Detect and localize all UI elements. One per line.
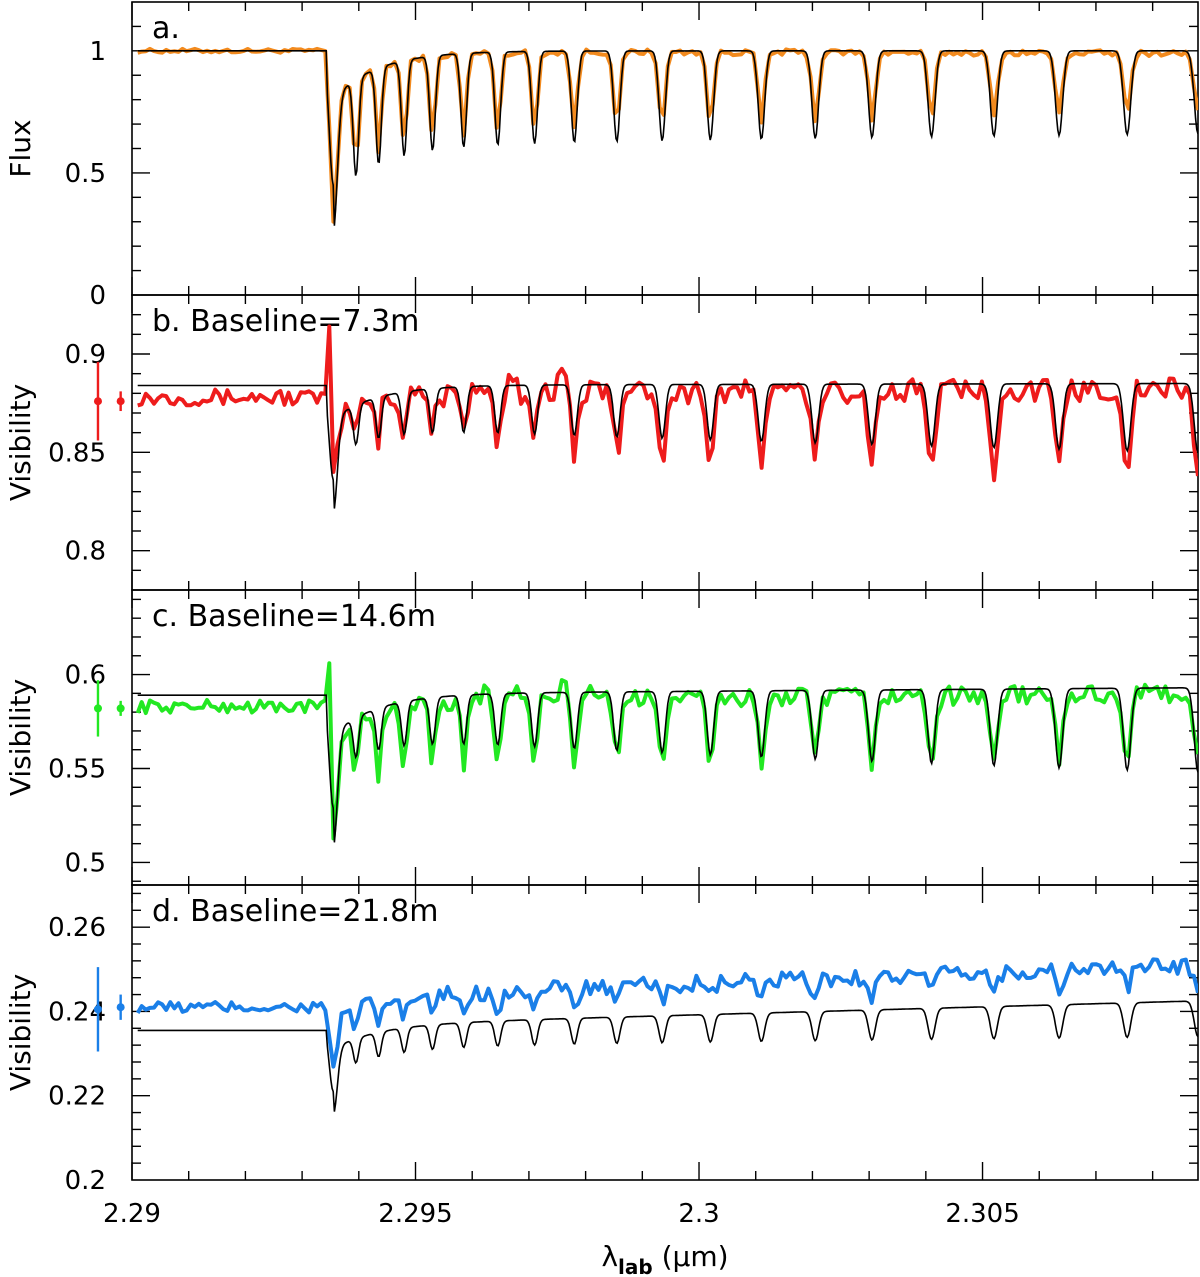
xtick-label: 2.305 — [945, 1199, 1019, 1229]
xtick-label: 2.3 — [678, 1199, 719, 1229]
ytick-label: 0.8 — [65, 537, 106, 567]
observed-series-line — [137, 324, 1198, 483]
panel-d-frame — [131, 884, 1199, 1181]
y-axis-title: Visibility — [4, 679, 37, 796]
ytick-label: 0.55 — [48, 755, 106, 785]
model-series-line — [137, 687, 1198, 843]
observed-series-line — [135, 661, 1198, 841]
ytick-label: 0 — [89, 281, 106, 311]
y-axis-title: Visibility — [4, 974, 37, 1091]
ytick-label: 0.9 — [65, 340, 106, 370]
ytick-label: 0.5 — [65, 848, 106, 878]
model-series-line — [137, 382, 1198, 509]
error-bar-point — [116, 397, 125, 406]
panel-b-visibility-7.3m: 0.8 0.85 0.9 Visibility b. Baseline=7.3m — [4, 294, 1199, 591]
ytick-label: 1 — [89, 37, 106, 67]
error-bar-point — [93, 704, 102, 713]
xtick-label: 2.295 — [378, 1199, 452, 1229]
ytick-label: 0.5 — [65, 159, 106, 189]
y-axis-title: Flux — [4, 119, 37, 177]
panel-label: a. — [152, 11, 180, 46]
error-bar-point — [116, 704, 125, 713]
ytick-label: 0.26 — [48, 913, 106, 943]
ytick-label: 0.85 — [48, 438, 106, 468]
panel-label: c. Baseline=14.6m — [152, 599, 436, 634]
error-bar-point — [93, 397, 102, 406]
panel-label: d. Baseline=21.8m — [152, 894, 438, 929]
x-axis-title: λlab (μm) — [601, 1240, 728, 1277]
y-axis-title: Visibility — [4, 384, 37, 501]
observed-series-line — [135, 957, 1198, 1069]
panel-a-frame — [131, 1, 1199, 296]
ytick-label: 0.22 — [48, 1082, 106, 1112]
model-series-line — [137, 1000, 1198, 1112]
model-series-line — [137, 50, 1198, 226]
x-axis: 2.29 2.295 2.3 2.305 λlab (μm) — [103, 1199, 1020, 1277]
error-bar-point — [93, 1005, 102, 1014]
error-bar-point — [116, 1003, 125, 1012]
xtick-label: 2.29 — [103, 1199, 161, 1229]
panel-c-visibility-14.6m: 0.5 0.55 0.6 Visibility c. Baseline=14.6m — [4, 589, 1199, 886]
ytick-label: 0.2 — [65, 1166, 106, 1196]
panel-a-flux: 0 0.5 1 Flux a. — [4, 1, 1199, 311]
panel-label: b. Baseline=7.3m — [152, 304, 419, 339]
ytick-label: 0.6 — [65, 661, 106, 691]
